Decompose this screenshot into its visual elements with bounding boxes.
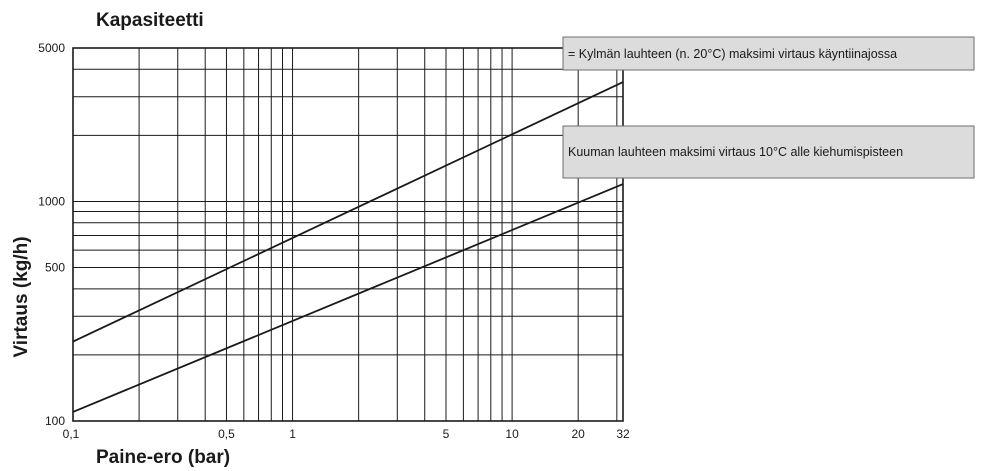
legend-entry-cold: = Kylmän lauhteen (n. 20°C) maksimi virt…: [562, 36, 975, 71]
legend-box-hot: [562, 125, 975, 179]
legend-label-cold: = Kylmän lauhteen (n. 20°C) maksimi virt…: [568, 47, 897, 61]
x-tick-label: 0,5: [218, 427, 235, 441]
y-tick-label: 500: [45, 261, 65, 275]
series-line-1: [72, 81, 624, 343]
x-tick-label: 1: [289, 427, 296, 441]
y-tick-labels: 100 500 1000 5000: [38, 41, 65, 428]
legend-box-cold: [562, 36, 975, 71]
x-tick-label: 32: [616, 427, 630, 441]
x-tick-labels: 0,1 0,5 1 5 10 20 32: [63, 427, 630, 441]
series-line-2: [72, 183, 624, 413]
y-tick-label: 5000: [38, 41, 65, 55]
grid: [72, 47, 624, 422]
legend-entry-hot: Kuuman lauhteen maksimi virtaus 10°C all…: [562, 125, 975, 179]
chart-title: Kapasiteetti: [96, 10, 204, 31]
y-tick-label: 100: [45, 414, 65, 428]
plot-frame: [72, 47, 624, 422]
x-tick-label: 20: [572, 427, 586, 441]
x-tick-label: 5: [443, 427, 450, 441]
y-tick-label: 1000: [38, 194, 65, 208]
y-axis-title: Virtaus (kg/h): [11, 236, 32, 357]
x-tick-label: 0,1: [63, 427, 80, 441]
x-tick-label: 10: [505, 427, 519, 441]
series-layer: [72, 81, 624, 413]
x-axis-title: Paine-ero (bar): [96, 447, 230, 468]
legend-label-hot: Kuuman lauhteen maksimi virtaus 10°C all…: [568, 145, 903, 159]
